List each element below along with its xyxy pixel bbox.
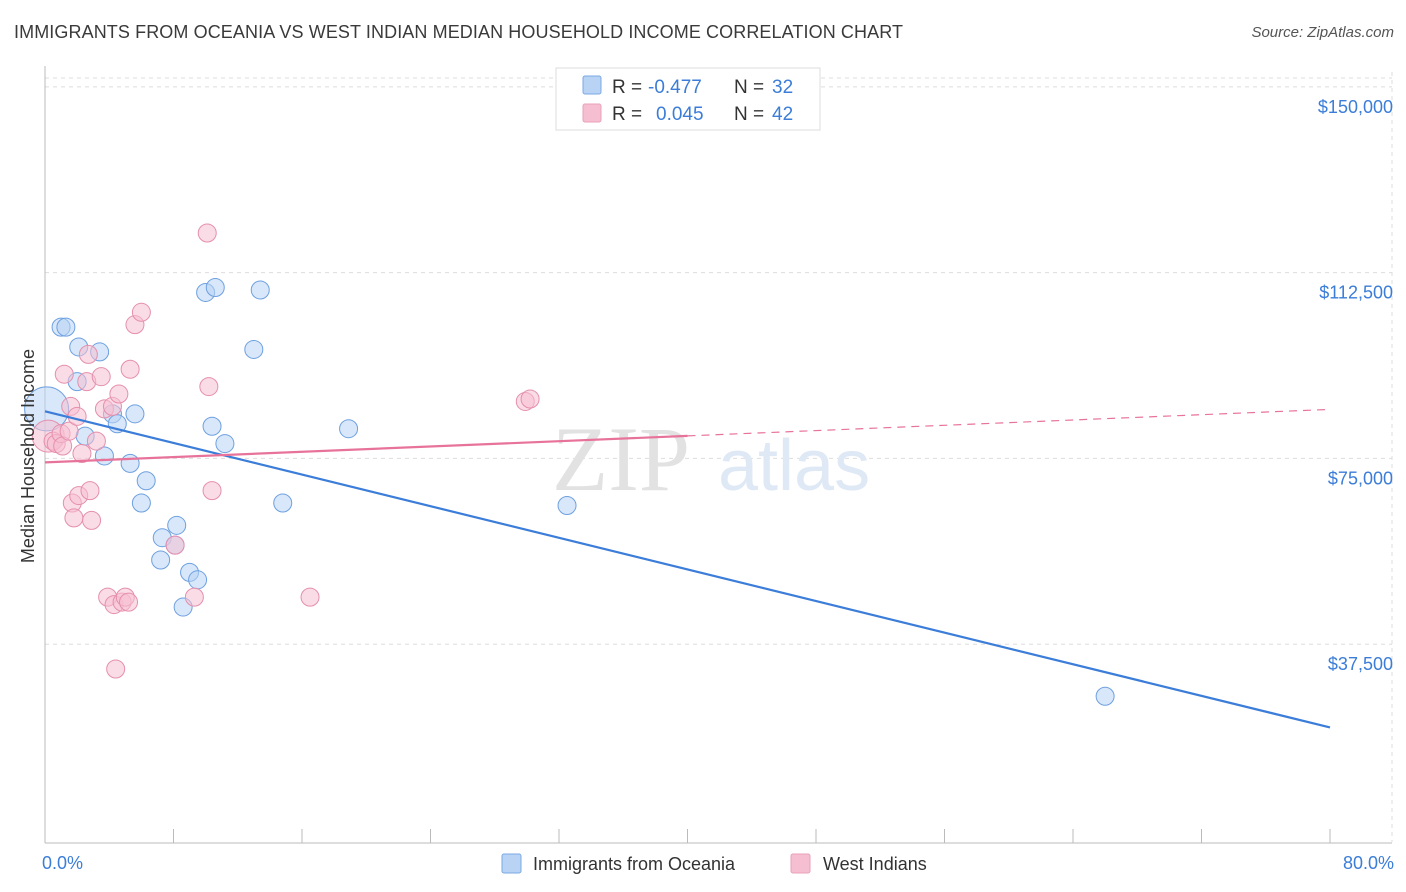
- point-west-indians: [64, 508, 84, 528]
- point-oceania: [136, 471, 156, 491]
- point-west-indians: [119, 592, 139, 612]
- point-oceania: [1095, 686, 1115, 706]
- point-oceania: [125, 404, 145, 424]
- point-oceania: [131, 493, 151, 513]
- bottom-legend-swatch-oceania: [501, 853, 522, 874]
- chart-title: IMMIGRANTS FROM OCEANIA VS WEST INDIAN M…: [14, 22, 904, 42]
- point-oceania: [215, 434, 235, 454]
- y-axis-label: Median Household Income: [18, 349, 38, 563]
- point-west-indians: [131, 302, 151, 322]
- y-tick-label: $112,500: [1319, 283, 1393, 303]
- point-oceania: [151, 550, 171, 570]
- bottom-legend-label-oceania: Immigrants from Oceania: [533, 854, 736, 874]
- point-west-indians: [300, 587, 320, 607]
- point-oceania: [202, 416, 222, 436]
- point-oceania: [557, 495, 577, 515]
- point-west-indians: [91, 367, 111, 387]
- point-oceania: [56, 317, 76, 337]
- point-oceania: [273, 493, 293, 513]
- trend-line-west-indians: [44, 434, 688, 464]
- watermark: ZIP atlas: [552, 408, 870, 510]
- legend-swatch-west-indians: [582, 103, 602, 123]
- point-oceania: [167, 515, 187, 535]
- point-oceania: [120, 453, 140, 473]
- point-west-indians: [184, 587, 204, 607]
- bottom-legend-label-west-indians: West Indians: [823, 854, 927, 874]
- point-west-indians: [202, 481, 222, 501]
- stats-legend: R = -0.477 N = 32 R = 0.045 N = 42: [555, 67, 821, 131]
- point-oceania: [250, 280, 270, 300]
- legend-r-label-oceania: R =: [612, 77, 642, 98]
- point-oceania: [205, 278, 225, 298]
- point-west-indians: [59, 421, 79, 441]
- y-tick-label: $150,000: [1318, 97, 1393, 117]
- point-west-indians: [72, 443, 92, 463]
- watermark-zip: ZIP: [552, 408, 690, 510]
- legend-n-label-oceania: N =: [734, 77, 764, 98]
- point-west-indians: [78, 344, 98, 364]
- points-layer: [24, 223, 1115, 706]
- point-west-indians: [197, 223, 217, 243]
- trend-line-oceania: [44, 410, 1331, 729]
- point-west-indians: [120, 359, 140, 379]
- legend-r-label-west-indians: R =: [612, 104, 642, 125]
- bottom-legend-swatch-west-indians: [790, 853, 811, 874]
- grid-layer: [45, 72, 1393, 842]
- legend-n-label-west-indians: N =: [734, 104, 764, 125]
- trend-layer: [44, 408, 1331, 729]
- point-west-indians: [67, 406, 87, 426]
- point-west-indians: [106, 659, 126, 679]
- legend-r-value-oceania: -0.477: [648, 77, 702, 98]
- point-west-indians: [86, 431, 106, 451]
- x-tick-label: 80.0%: [1343, 853, 1394, 873]
- legend-swatch-oceania: [582, 75, 602, 95]
- legend-r-value-west-indians: 0.045: [656, 104, 704, 125]
- series-legend: Immigrants from Oceania West Indians: [501, 853, 927, 874]
- axes-layer: $37,500 $75,000 $112,500 $150,000 0.0% 80.0%: [42, 66, 1394, 873]
- y-tick-label: $37,500: [1328, 654, 1393, 674]
- point-west-indians: [80, 481, 100, 501]
- point-oceania: [188, 570, 208, 590]
- x-tick-label: 0.0%: [42, 853, 83, 873]
- watermark-atlas: atlas: [718, 426, 870, 506]
- y-tick-label: $75,000: [1328, 468, 1393, 488]
- point-oceania: [244, 339, 264, 359]
- trend-line-west-indians-extension: [687, 408, 1331, 437]
- point-west-indians: [54, 364, 74, 384]
- point-west-indians: [109, 384, 129, 404]
- point-west-indians: [165, 535, 185, 555]
- point-west-indians: [520, 389, 540, 409]
- point-oceania: [339, 419, 359, 439]
- chart-source: Source: ZipAtlas.com: [1251, 24, 1394, 41]
- legend-n-value-oceania: 32: [772, 77, 793, 98]
- legend-n-value-west-indians: 42: [772, 104, 793, 125]
- point-west-indians: [199, 377, 219, 397]
- point-west-indians: [82, 510, 102, 530]
